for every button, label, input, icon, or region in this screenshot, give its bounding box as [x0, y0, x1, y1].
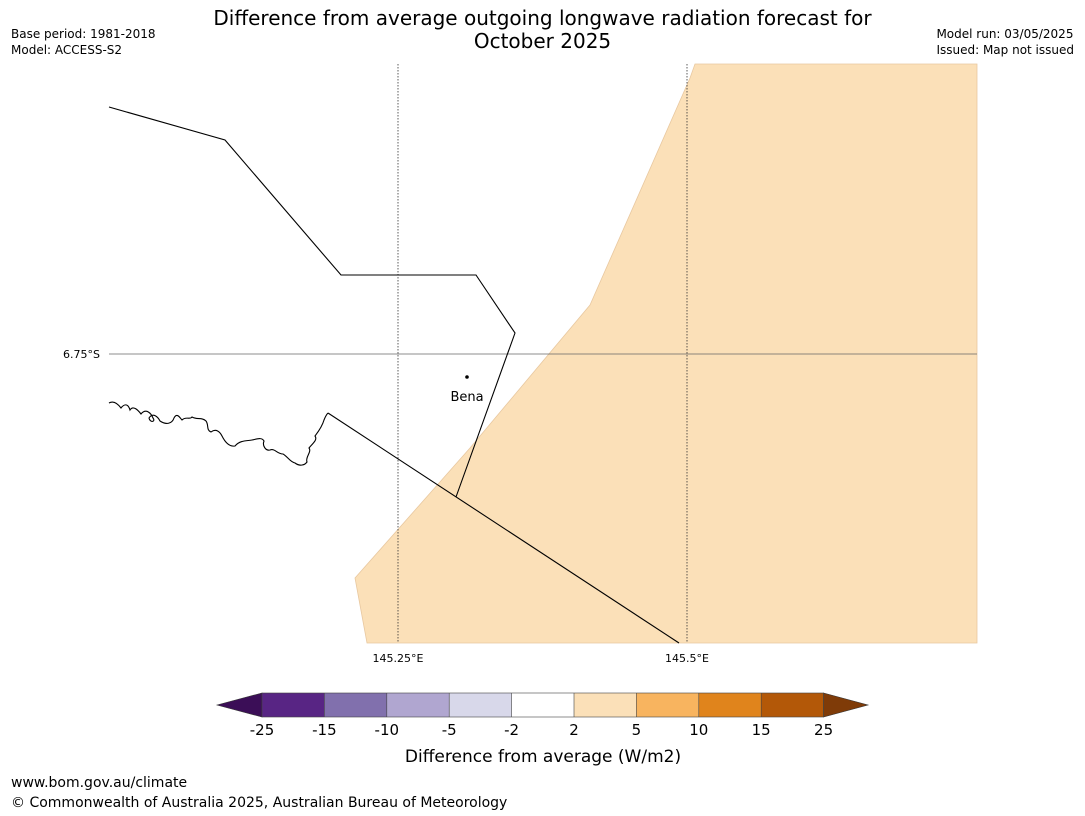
colorbar-swatch-5 — [511, 693, 574, 717]
colorbar-tick-label: 2 — [569, 721, 579, 739]
colorbar-swatch-2 — [324, 693, 387, 717]
colorbar-tick-label: 5 — [632, 721, 642, 739]
base-period-text: Base period: 1981-2018 — [11, 27, 156, 41]
boundary-line-river — [108, 401, 329, 466]
colorbar-outline — [261, 692, 824, 718]
colorbar-label: Difference from average (W/m2) — [405, 747, 681, 767]
colorbar-tick-label: -2 — [504, 721, 519, 739]
latitude-label: 6.75°S — [63, 348, 100, 361]
colorbar-tick-label: -5 — [442, 721, 457, 739]
bena-marker — [465, 375, 469, 379]
place-label-bena: Bena — [450, 390, 483, 405]
colorbar-swatch-3 — [386, 693, 450, 717]
colorbar: -25 -15 -10 -5 -2 2 5 10 15 25 Differenc… — [215, 692, 870, 767]
model-text: Model: ACCESS-S2 — [11, 43, 123, 57]
colorbar-swatch-4 — [449, 693, 512, 717]
colorbar-swatch-6 — [574, 693, 637, 717]
longitude-label-1: 145.25°E — [373, 652, 424, 665]
colorbar-swatch-8 — [698, 693, 762, 717]
colorbar-tick-label: -15 — [312, 721, 337, 739]
colorbar-swatch-7 — [636, 693, 699, 717]
longitude-label-2: 145.5°E — [665, 652, 709, 665]
anomaly-fill-region — [354, 63, 978, 644]
issued-text: Issued: Map not issued — [936, 43, 1074, 57]
boundary-line-north — [108, 106, 516, 498]
colorbar-extend-right — [823, 692, 870, 718]
colorbar-swatch-1 — [262, 693, 325, 717]
map-title-line1: Difference from average outgoing longwav… — [213, 6, 872, 30]
colorbar-swatch-9 — [761, 693, 824, 717]
map-title: Difference from average outgoing longwav… — [0, 7, 1085, 53]
colorbar-tick-label: 10 — [689, 721, 708, 739]
model-run-text: Model run: 03/05/2025 — [936, 27, 1074, 41]
colorbar-extend-left — [215, 692, 263, 718]
footer-url[interactable]: www.bom.gov.au/climate — [11, 775, 188, 791]
boundary-line-south — [327, 412, 680, 644]
footer-copyright: © Commonwealth of Australia 2025, Austra… — [11, 795, 508, 811]
map-title-line2: October 2025 — [473, 29, 612, 53]
meta-right: Model run: 03/05/2025 Issued: Map not is… — [936, 26, 1074, 58]
colorbar-tick-label: 25 — [814, 721, 833, 739]
colorbar-tick-label: -10 — [375, 721, 400, 739]
meta-left: Base period: 1981-2018 Model: ACCESS-S2 — [11, 26, 156, 58]
colorbar-tick-label: -25 — [250, 721, 275, 739]
map-area — [108, 63, 978, 644]
colorbar-tick-label: 15 — [752, 721, 771, 739]
